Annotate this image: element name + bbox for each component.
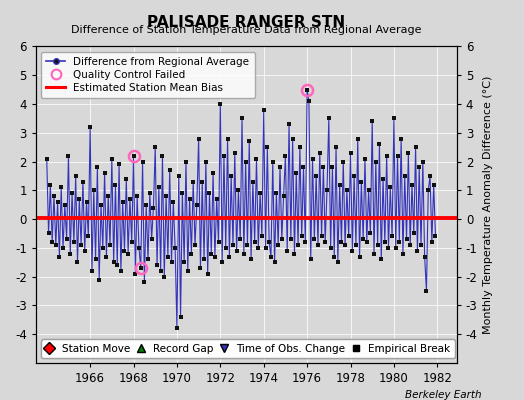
Title: PALISADE RANGER STN: PALISADE RANGER STN (147, 15, 345, 30)
Y-axis label: Monthly Temperature Anomaly Difference (°C): Monthly Temperature Anomaly Difference (… (483, 76, 493, 334)
Text: Berkeley Earth: Berkeley Earth (406, 390, 482, 400)
Text: Difference of Station Temperature Data from Regional Average: Difference of Station Temperature Data f… (71, 25, 422, 35)
Legend: Station Move, Record Gap, Time of Obs. Change, Empirical Break: Station Move, Record Gap, Time of Obs. C… (41, 340, 455, 358)
